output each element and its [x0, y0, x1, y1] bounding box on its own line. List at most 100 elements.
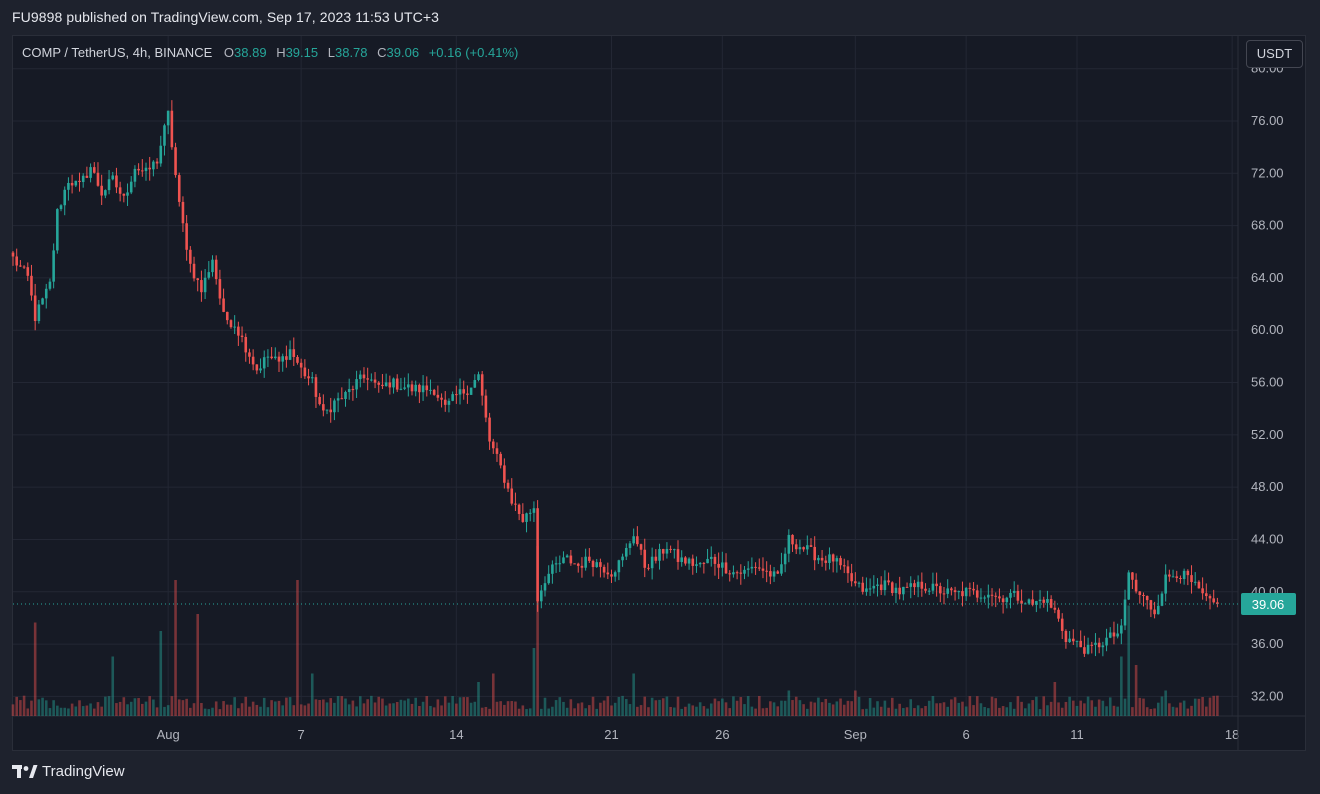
volume-bar: [244, 696, 248, 716]
volume-bar: [299, 704, 303, 716]
candle-body: [458, 389, 462, 395]
candle-body: [791, 534, 794, 545]
volume-bar: [144, 701, 148, 716]
volume-bar: [717, 701, 720, 716]
volume-bar: [761, 708, 765, 716]
candle-body: [569, 555, 573, 564]
candle-body: [377, 382, 381, 385]
high-label: H: [276, 45, 286, 60]
candle-body: [839, 558, 842, 566]
volume-bar: [946, 706, 949, 716]
symbol-label[interactable]: COMP / TetherUS, 4h, BINANCE: [22, 45, 213, 60]
volume-bar: [621, 695, 624, 716]
volume-bar: [787, 690, 791, 716]
candle-body: [924, 588, 927, 591]
candle-body: [92, 167, 96, 173]
volume-bar: [732, 696, 735, 716]
tradingview-logo-icon: [12, 764, 38, 778]
x-tick-label: 21: [604, 727, 618, 742]
candle-body: [650, 556, 654, 569]
chart-panel[interactable]: [12, 35, 1306, 751]
candle-body: [488, 417, 491, 442]
y-tick-label: 44.00: [1251, 531, 1284, 546]
volume-bar: [794, 696, 798, 716]
candle-body: [927, 590, 931, 592]
volume-bar: [233, 697, 236, 716]
candle-body: [946, 588, 949, 594]
candle-body: [1168, 574, 1171, 577]
candle-body: [1156, 605, 1160, 615]
candle-body: [890, 582, 894, 593]
volume-bar: [56, 705, 59, 716]
volume-bar: [19, 700, 22, 716]
footer-brand[interactable]: TradingView: [12, 763, 125, 780]
volume-bar: [26, 708, 30, 716]
candle-body: [813, 546, 816, 561]
volume-bar: [709, 703, 713, 716]
candle-body: [399, 388, 403, 390]
volume-bar: [104, 696, 107, 716]
candle-body: [41, 298, 44, 305]
candle-body: [624, 547, 628, 557]
volume-bar: [628, 704, 632, 716]
candle-body: [126, 192, 129, 196]
volume-bar: [440, 705, 443, 716]
candle-body: [565, 555, 569, 558]
volume-bar: [303, 705, 307, 716]
currency-button[interactable]: USDT: [1246, 40, 1303, 68]
candle-body: [879, 584, 883, 591]
candle-body: [1164, 574, 1167, 594]
candle-body: [1016, 590, 1020, 601]
volume-bar: [225, 704, 229, 716]
volume-bar: [680, 708, 683, 716]
candle-body: [588, 556, 591, 561]
volume-bar: [820, 702, 824, 716]
candle-body: [990, 594, 994, 596]
volume-bar: [850, 701, 853, 716]
candle-body: [344, 392, 347, 399]
low-value: 38.78: [334, 45, 368, 60]
candle-body: [89, 167, 92, 178]
volume-bar: [59, 707, 63, 716]
candle-body: [1197, 581, 1201, 589]
volume-bar: [85, 705, 89, 716]
volume-bar: [1156, 702, 1160, 716]
volume-bar: [1175, 707, 1179, 716]
volume-bar: [1075, 705, 1079, 716]
candle-body: [743, 569, 746, 574]
volume-bar: [639, 705, 643, 716]
volume-bar: [189, 707, 192, 716]
candle-body: [591, 560, 595, 568]
volume-bar: [510, 701, 514, 716]
volume-bar: [1168, 703, 1171, 716]
candle-body: [536, 508, 539, 602]
candle-body: [403, 387, 406, 389]
candle-body: [780, 564, 783, 574]
candle-body: [1127, 572, 1131, 600]
candle-body: [56, 209, 59, 251]
volume-bar: [1208, 697, 1212, 716]
volume-bar: [547, 708, 550, 716]
candle-body: [107, 179, 111, 191]
candle-body: [724, 562, 728, 574]
candle-body: [189, 249, 192, 264]
candle-body: [950, 588, 953, 591]
volume-bar: [473, 701, 477, 716]
volume-bar: [1193, 698, 1197, 716]
candle-body: [469, 387, 473, 395]
candle-body: [987, 594, 990, 598]
candle-body: [255, 364, 259, 371]
candle-body: [499, 453, 502, 466]
close-label: C: [377, 45, 387, 60]
candle-body: [310, 377, 314, 379]
candle-body: [636, 536, 639, 545]
candle-body: [584, 556, 587, 568]
candle-body: [347, 389, 351, 393]
candle-body: [687, 558, 691, 564]
volume-bar: [868, 698, 872, 716]
candle-body: [1020, 600, 1023, 604]
candle-body: [953, 590, 957, 593]
candle-body: [74, 180, 78, 186]
volume-bar: [1142, 698, 1145, 716]
